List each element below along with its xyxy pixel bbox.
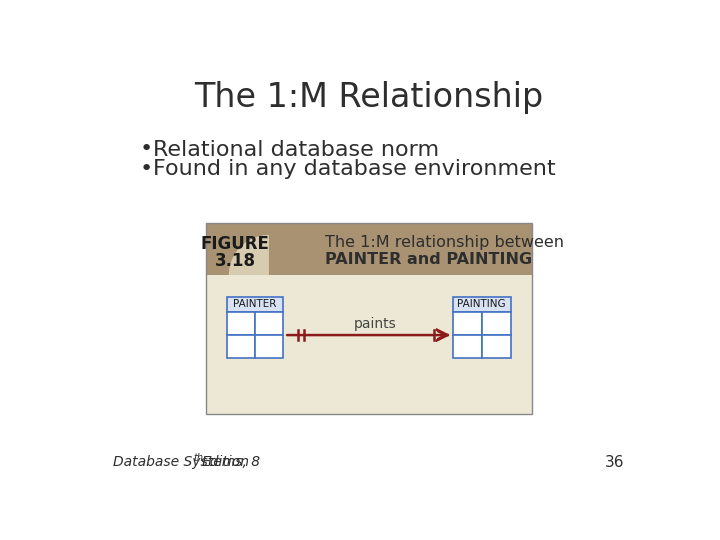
- Text: Found in any database environment: Found in any database environment: [153, 159, 556, 179]
- Text: Relational database norm: Relational database norm: [153, 139, 439, 159]
- Text: Database Systems, 8: Database Systems, 8: [113, 455, 261, 469]
- Bar: [453, 312, 482, 335]
- Text: •: •: [140, 159, 153, 179]
- Bar: [255, 335, 283, 358]
- Bar: [453, 335, 482, 358]
- Bar: [228, 296, 283, 312]
- Text: PAINTER: PAINTER: [233, 299, 276, 309]
- Bar: [453, 296, 510, 312]
- Bar: [206, 222, 532, 414]
- Bar: [482, 312, 510, 335]
- Text: 36: 36: [605, 455, 625, 470]
- Text: •: •: [140, 139, 153, 159]
- Text: PAINTER and PAINTING: PAINTER and PAINTING: [325, 252, 532, 267]
- Text: The 1:M relationship between: The 1:M relationship between: [325, 235, 564, 250]
- Text: th: th: [194, 453, 204, 463]
- Text: PAINTING: PAINTING: [457, 299, 506, 309]
- Wedge shape: [229, 235, 269, 275]
- Bar: [255, 312, 283, 335]
- Bar: [228, 312, 255, 335]
- Text: The 1:M Relationship: The 1:M Relationship: [194, 80, 544, 113]
- Text: paints: paints: [354, 318, 397, 332]
- Text: Edition: Edition: [202, 455, 250, 469]
- Bar: [206, 222, 532, 275]
- Bar: [206, 275, 532, 414]
- Text: FIGURE: FIGURE: [201, 235, 269, 253]
- Text: 3.18: 3.18: [215, 252, 256, 270]
- Bar: [482, 335, 510, 358]
- Bar: [228, 335, 255, 358]
